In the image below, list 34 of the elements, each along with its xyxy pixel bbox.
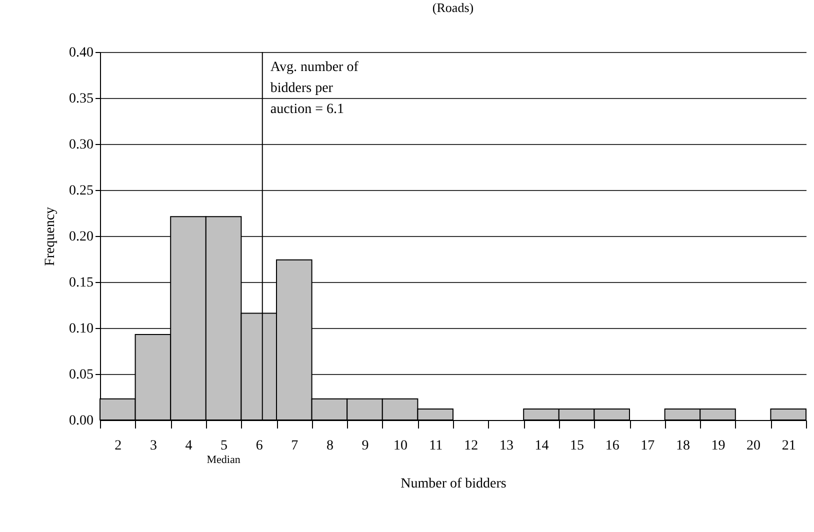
- x-tick-label: 16: [605, 438, 620, 454]
- x-tick-label: 12: [464, 438, 478, 454]
- y-tick-label: 0.05: [69, 368, 94, 382]
- x-axis-title: Number of bidders: [400, 476, 506, 492]
- y-tick-label: 0.25: [69, 184, 94, 198]
- x-tick-label: 6: [256, 438, 263, 454]
- y-tick-label: 0.30: [69, 138, 94, 152]
- y-tick-label: 0.40: [69, 46, 94, 60]
- x-tick-label: 13: [499, 438, 514, 454]
- x-tick-label: 5: [220, 438, 228, 454]
- x-tick-label: 20: [746, 438, 761, 454]
- x-tick-label: 10: [394, 438, 408, 454]
- y-axis-title: Frequency: [43, 206, 58, 266]
- y-tick-label: 0.20: [69, 230, 94, 244]
- chart-title: (Roads): [432, 0, 474, 15]
- y-tick-label: 0.15: [69, 276, 94, 290]
- x-tick-label: 18: [676, 438, 690, 454]
- x-tick-label: 9: [362, 438, 369, 454]
- x-tick-label: 15: [570, 438, 584, 454]
- y-tick-label: 0.00: [69, 414, 94, 428]
- x-tick-label: 3: [150, 438, 157, 454]
- x-tick-label: 19: [711, 438, 726, 454]
- x-tick-label: 11: [429, 438, 443, 454]
- x-tick-label: 7: [291, 438, 298, 454]
- x-tick-label: 14: [534, 438, 549, 454]
- x-tick-label: 8: [326, 438, 334, 454]
- x-tick-label: 17: [640, 438, 655, 454]
- y-tick-label: 0.10: [69, 322, 94, 336]
- text: Median: [206, 454, 241, 466]
- ref-line-label: Avg. number of bidders per auction = 6.1: [270, 60, 359, 117]
- x-tick-label: 2: [114, 438, 122, 454]
- x-tick-label: 4: [185, 438, 192, 454]
- y-tick-label: 0.35: [69, 92, 94, 106]
- x-tick-label: 21: [782, 438, 796, 454]
